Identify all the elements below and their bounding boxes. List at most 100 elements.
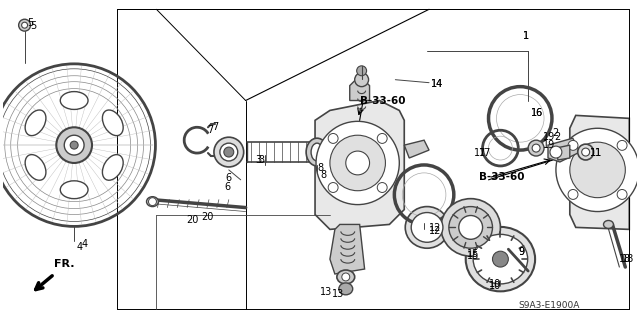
Text: 6: 6 bbox=[225, 182, 231, 192]
Text: 4: 4 bbox=[82, 239, 88, 249]
Text: 11: 11 bbox=[589, 148, 602, 158]
Text: 12: 12 bbox=[429, 226, 442, 236]
Circle shape bbox=[22, 22, 28, 28]
Circle shape bbox=[556, 128, 639, 211]
Polygon shape bbox=[570, 115, 629, 229]
Ellipse shape bbox=[102, 110, 123, 136]
Text: B-33-60: B-33-60 bbox=[479, 172, 524, 182]
Ellipse shape bbox=[214, 137, 244, 167]
Ellipse shape bbox=[306, 138, 328, 166]
Text: 20: 20 bbox=[201, 211, 213, 221]
Circle shape bbox=[617, 189, 627, 199]
Text: 8: 8 bbox=[320, 170, 326, 180]
Ellipse shape bbox=[337, 270, 355, 284]
Ellipse shape bbox=[25, 155, 46, 180]
Text: 1: 1 bbox=[524, 31, 529, 41]
Circle shape bbox=[64, 135, 84, 155]
Circle shape bbox=[19, 19, 31, 31]
Ellipse shape bbox=[441, 199, 500, 256]
Text: 10: 10 bbox=[488, 281, 500, 291]
Text: 2: 2 bbox=[554, 132, 560, 142]
Ellipse shape bbox=[147, 197, 159, 207]
Ellipse shape bbox=[311, 143, 323, 161]
Text: 9: 9 bbox=[518, 247, 524, 257]
Circle shape bbox=[528, 140, 544, 156]
Circle shape bbox=[328, 182, 338, 192]
Text: 15: 15 bbox=[467, 251, 479, 261]
Text: 3: 3 bbox=[259, 155, 265, 165]
Circle shape bbox=[617, 140, 627, 150]
Text: 19: 19 bbox=[543, 140, 556, 150]
Circle shape bbox=[532, 144, 540, 152]
Text: 5: 5 bbox=[31, 21, 36, 31]
Text: 14: 14 bbox=[431, 79, 444, 89]
Circle shape bbox=[70, 141, 78, 149]
Text: 7: 7 bbox=[207, 125, 213, 135]
Text: 18: 18 bbox=[620, 254, 632, 264]
Circle shape bbox=[346, 151, 369, 175]
Text: 8: 8 bbox=[317, 163, 323, 173]
Polygon shape bbox=[548, 138, 580, 162]
Polygon shape bbox=[404, 140, 429, 158]
Text: 9: 9 bbox=[518, 247, 524, 257]
Polygon shape bbox=[310, 142, 325, 162]
Ellipse shape bbox=[25, 110, 46, 136]
Text: 16: 16 bbox=[531, 108, 543, 118]
Ellipse shape bbox=[60, 92, 88, 109]
Circle shape bbox=[568, 140, 578, 150]
Text: 18: 18 bbox=[622, 254, 635, 264]
Text: 1: 1 bbox=[524, 31, 529, 41]
Text: 15: 15 bbox=[467, 249, 479, 259]
Circle shape bbox=[316, 121, 399, 204]
Circle shape bbox=[568, 189, 578, 199]
Text: 10: 10 bbox=[488, 279, 500, 289]
Text: 5: 5 bbox=[28, 18, 34, 28]
Circle shape bbox=[578, 144, 593, 160]
Ellipse shape bbox=[220, 143, 237, 161]
Text: 7: 7 bbox=[212, 122, 218, 132]
Ellipse shape bbox=[473, 234, 527, 284]
Text: 11: 11 bbox=[589, 148, 602, 158]
Text: S9A3-E1900A: S9A3-E1900A bbox=[518, 301, 580, 310]
Circle shape bbox=[224, 147, 234, 157]
Circle shape bbox=[356, 66, 367, 76]
Circle shape bbox=[377, 182, 387, 192]
Text: 16: 16 bbox=[531, 108, 543, 118]
Text: 19: 19 bbox=[543, 132, 556, 142]
Text: FR.: FR. bbox=[54, 259, 75, 269]
Text: 12: 12 bbox=[429, 223, 442, 234]
Polygon shape bbox=[556, 145, 570, 160]
Text: 17: 17 bbox=[479, 148, 491, 158]
Circle shape bbox=[330, 135, 385, 191]
Ellipse shape bbox=[449, 207, 493, 248]
Text: 6: 6 bbox=[226, 173, 232, 183]
Circle shape bbox=[377, 133, 387, 144]
Circle shape bbox=[328, 133, 338, 144]
Ellipse shape bbox=[102, 155, 123, 180]
Ellipse shape bbox=[411, 212, 443, 242]
Circle shape bbox=[493, 251, 508, 267]
Circle shape bbox=[550, 146, 562, 158]
Text: 3: 3 bbox=[255, 155, 262, 165]
Circle shape bbox=[56, 127, 92, 163]
Text: 20: 20 bbox=[186, 214, 198, 225]
Ellipse shape bbox=[339, 283, 353, 295]
Circle shape bbox=[355, 73, 369, 87]
Polygon shape bbox=[349, 81, 369, 100]
Text: 13: 13 bbox=[320, 287, 332, 297]
Circle shape bbox=[570, 142, 625, 198]
Polygon shape bbox=[330, 225, 365, 274]
Text: B-33-60: B-33-60 bbox=[360, 96, 405, 106]
Ellipse shape bbox=[604, 220, 613, 228]
Circle shape bbox=[459, 216, 483, 239]
Circle shape bbox=[582, 148, 589, 156]
Text: 14: 14 bbox=[431, 79, 444, 89]
Text: 13: 13 bbox=[332, 289, 344, 299]
Text: 2: 2 bbox=[552, 128, 558, 138]
Text: 17: 17 bbox=[474, 148, 486, 158]
Ellipse shape bbox=[60, 181, 88, 199]
Text: 4: 4 bbox=[76, 242, 83, 252]
Ellipse shape bbox=[405, 207, 449, 248]
Ellipse shape bbox=[466, 227, 535, 291]
Polygon shape bbox=[315, 100, 404, 229]
